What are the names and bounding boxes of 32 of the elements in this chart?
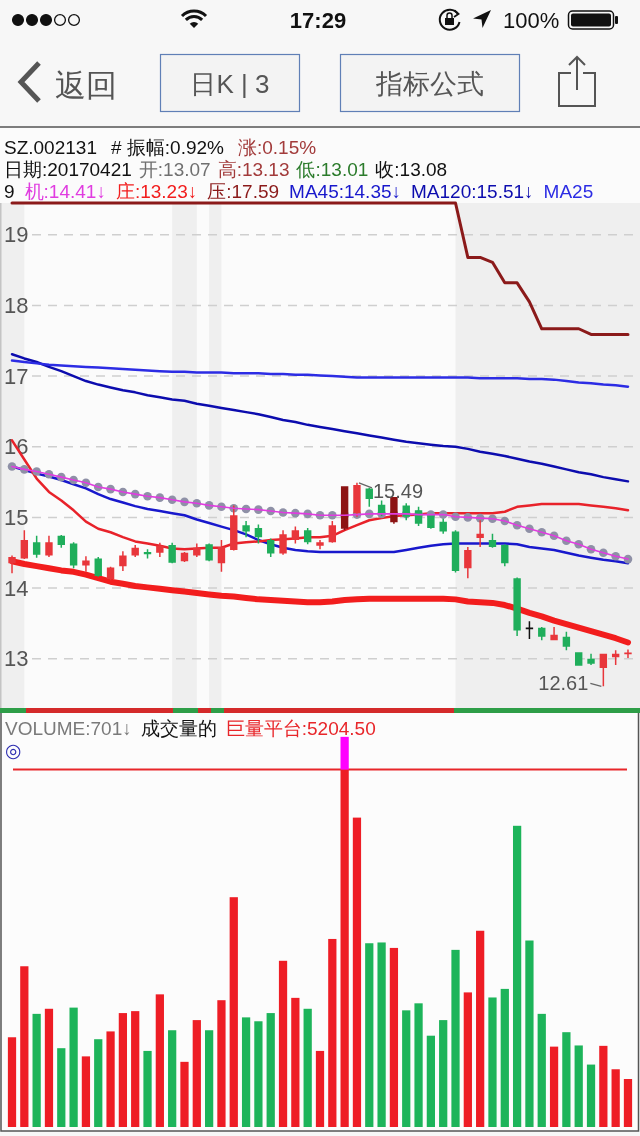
clock: 17:29 [289,8,347,33]
tick-label: 13 [4,646,29,672]
tick-label: 15 [4,504,29,530]
legend-item: MA25 [543,181,594,202]
tick-label: 14 [4,575,29,601]
legend-item: MA45:14.35↓ [289,181,402,202]
annotation: 高:13.13 [217,159,290,180]
legend-item: 庄:13.23↓ [115,181,198,202]
annotation: 成交量的 [140,718,217,739]
button: 指标公式 [339,53,521,113]
button: 日K | 3 [159,53,301,113]
legend-item: 机:14.41↓ [24,181,106,202]
annotation: 9 [4,181,15,202]
annotation: 12.61 [538,672,589,695]
annotation: 低:13.01 [296,159,369,180]
battery-level: 100% [503,8,560,33]
tick-label: 19 [4,222,29,248]
annotation: 日期:20170421 [4,159,132,180]
annotation: ◎ [5,740,22,761]
legend-item: 压:17.59 [207,181,280,202]
title: SZ.002131 [4,137,97,158]
annotation: 涨:0.15% [237,137,317,158]
subtitle: # 振幅:0.92% [110,137,224,158]
legend-item: MA120:15.51↓ [411,181,534,202]
back-label: 返回 [55,68,117,103]
annotation: VOLUME:701↓ [5,718,132,739]
annotation: 巨量平台:5204.50 [225,718,376,739]
tick-label: 18 [4,292,29,318]
tick-label: 17 [4,363,29,389]
annotation: 开:13.07 [138,159,211,180]
annotation: 收:13.08 [375,159,448,180]
annotation: 15.49 [372,479,423,502]
